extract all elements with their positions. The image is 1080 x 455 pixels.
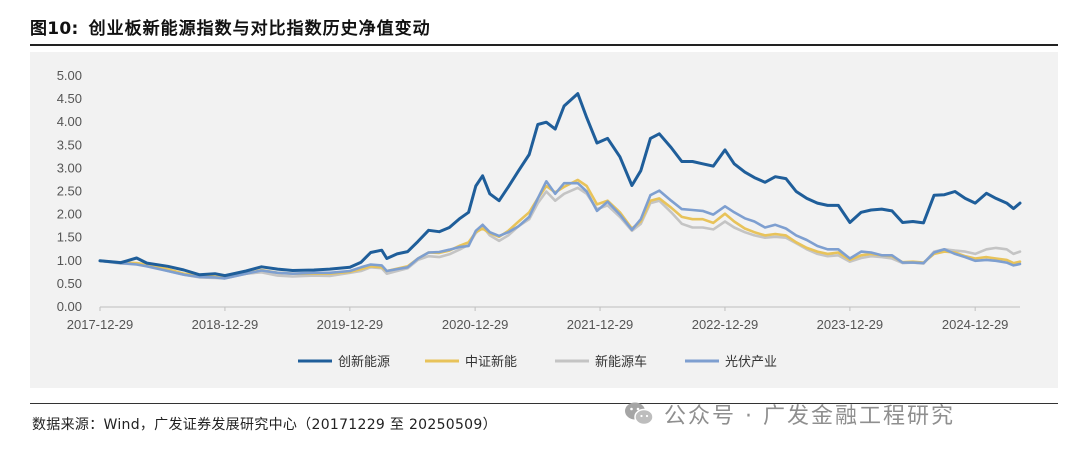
- y-tick-label: 2.50: [57, 184, 82, 199]
- x-tick-label: 2024-12-29: [942, 317, 1009, 332]
- y-tick-label: 1.50: [57, 230, 82, 245]
- title-divider: [30, 44, 1058, 46]
- x-tick-label: 2017-12-29: [67, 317, 134, 332]
- series-line-1: [98, 92, 1022, 278]
- x-tick-label: 2022-12-29: [692, 317, 759, 332]
- series-line-2: [98, 178, 1022, 278]
- legend-label-1: 创新能源: [338, 354, 390, 370]
- legend-label-2: 中证新能: [465, 354, 517, 370]
- series-line-4: [98, 180, 1022, 280]
- watermark-text: 公众号 · 广发金融工程研究: [664, 404, 955, 429]
- x-tick-label: 2019-12-29: [317, 317, 384, 332]
- series-line-3: [98, 186, 1022, 280]
- figure-number: 图10:: [30, 19, 79, 39]
- footer-divider: [30, 403, 1058, 404]
- figure-title-bar: 图10: 创业板新能源指数与对比指数历史净值变动: [30, 14, 431, 44]
- data-source-note: 数据来源：Wind，广发证券发展研究中心（20171229 至 20250509…: [32, 417, 497, 433]
- x-tick-label: 2023-12-29: [817, 317, 884, 332]
- y-tick-label: 2.00: [57, 207, 82, 222]
- y-tick-label: 1.00: [57, 253, 82, 268]
- y-tick-label: 3.00: [57, 160, 82, 175]
- wechat-icon: [625, 402, 654, 426]
- line-chart: 0.00 0.50 1.00 1.50 2.00 2.50 3.00 3.50 4.00 4.50…: [57, 68, 1022, 370]
- y-tick-label: 0.50: [57, 276, 82, 291]
- watermark: 公众号 · 广发金融工程研究: [624, 398, 955, 430]
- y-tick-label: 5.00: [57, 68, 82, 83]
- y-tick-label: 3.50: [57, 137, 82, 152]
- legend-label-4: 光伏产业: [725, 355, 777, 370]
- chart-panel: 0.00 0.50 1.00 1.50 2.00 2.50 3.00 3.50 4.00 4.50…: [30, 52, 1058, 388]
- y-tick-label: 4.50: [57, 91, 82, 106]
- x-tick-label: 2020-12-29: [442, 317, 509, 332]
- x-tick-label: 2018-12-29: [192, 317, 259, 332]
- legend-label-3: 新能源车: [595, 354, 647, 370]
- x-tick-label: 2021-12-29: [567, 317, 634, 332]
- figure-title: 创业板新能源指数与对比指数历史净值变动: [88, 19, 431, 39]
- y-tick-label: 0.00: [57, 299, 82, 314]
- y-tick-label: 4.00: [57, 114, 82, 129]
